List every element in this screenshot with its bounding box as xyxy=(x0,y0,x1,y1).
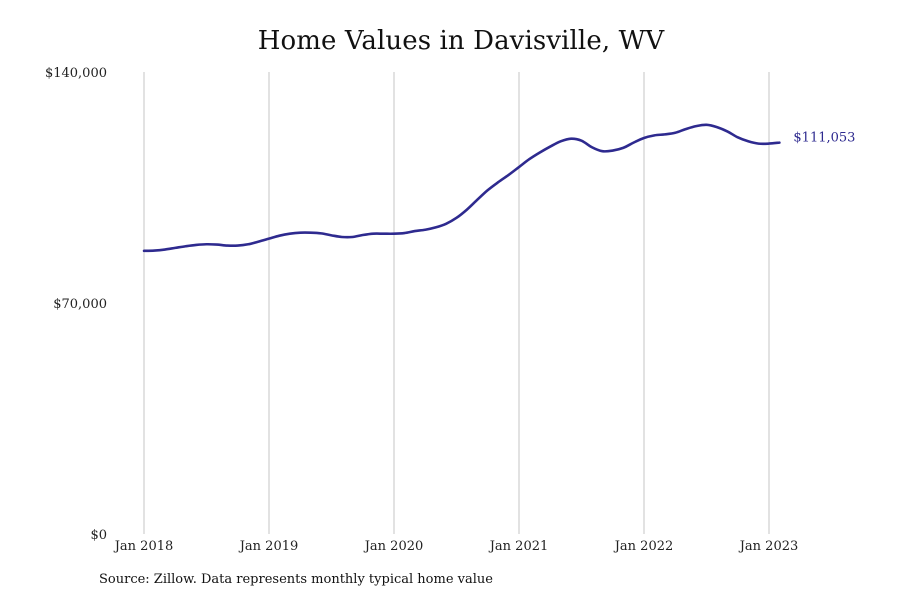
x-tick-label: Jan 2020 xyxy=(363,539,424,554)
x-tick-label: Jan 2019 xyxy=(238,539,299,554)
end-value-label: $111,053 xyxy=(793,131,855,146)
x-tick-label: Jan 2018 xyxy=(113,539,174,554)
y-tick-label: $140,000 xyxy=(45,66,107,81)
chart-title: Home Values in Davisville, WV xyxy=(257,26,665,56)
series-line-0 xyxy=(142,123,781,253)
x-tick-label: Jan 2022 xyxy=(613,539,674,554)
y-tick-label: $0 xyxy=(90,528,107,543)
series-layer: $111,053 xyxy=(142,123,855,253)
x-tick-label: Jan 2021 xyxy=(488,539,549,554)
x-tick-label: Jan 2023 xyxy=(738,539,799,554)
source-note: Source: Zillow. Data represents monthly … xyxy=(99,572,493,587)
grid-lines xyxy=(143,72,770,534)
x-axis-ticks: Jan 2018 Jan 2019 Jan 2020 Jan 2021 Jan 2022… xyxy=(113,539,799,554)
y-tick-label: $70,000 xyxy=(53,297,107,312)
y-axis-ticks: $0 $70,000 $140,000 xyxy=(45,66,107,543)
